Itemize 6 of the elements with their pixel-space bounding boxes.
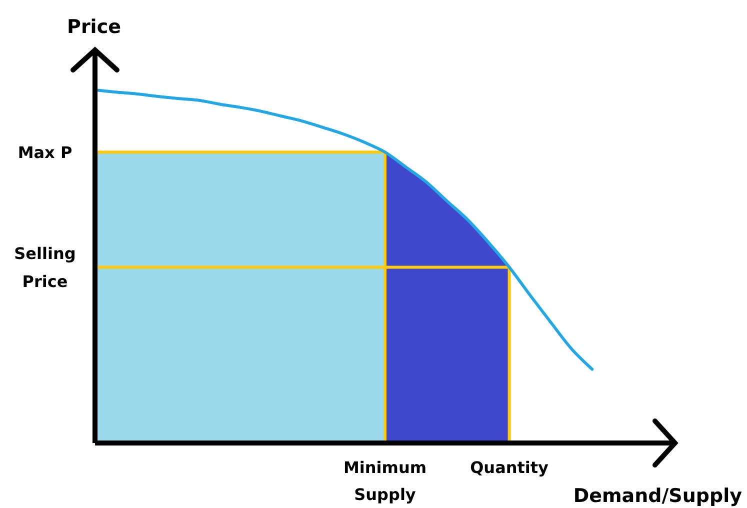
- text: Selling Price: [14, 244, 76, 292]
- x-tick-label: Minimum Supply: [343, 458, 427, 504]
- text: Max P: [18, 143, 72, 162]
- x-axis-title: Demand/Supply: [573, 485, 743, 507]
- x-tick-label: Quantity: [470, 458, 550, 477]
- y-axis-title: Price: [67, 16, 121, 38]
